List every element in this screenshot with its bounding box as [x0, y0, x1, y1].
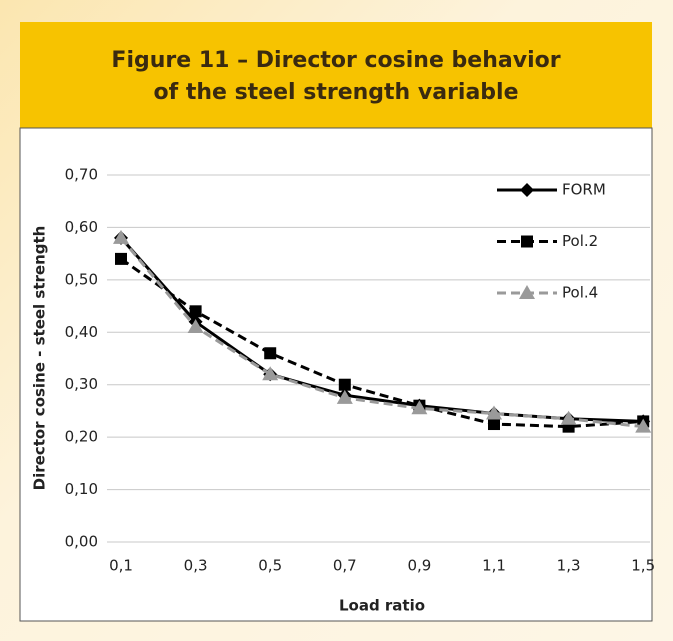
data-point: [336, 389, 353, 404]
legend-marker: [520, 183, 534, 197]
x-tick-label: 0,1: [109, 557, 133, 575]
y-tick-label: 0,30: [65, 375, 98, 393]
title-line: Figure 11 – Director cosine behavior: [111, 48, 560, 73]
x-tick-label: 0,5: [258, 557, 282, 575]
x-tick-label: 0,3: [184, 557, 208, 575]
data-point: [486, 405, 502, 420]
data-point: [115, 252, 127, 265]
title-line: of the steel strength variable: [153, 80, 518, 105]
legend-label: FORM: [562, 181, 606, 199]
y-tick-label: 0,70: [65, 166, 98, 184]
series-line: [119, 236, 644, 429]
legend-marker: [521, 235, 533, 248]
legend-marker: [519, 285, 535, 299]
data-point: [411, 400, 428, 415]
y-tick-label: 0,10: [65, 480, 98, 498]
x-tick-label: 1,1: [482, 557, 506, 575]
data-point: [264, 347, 277, 360]
y-tick-label: 0,40: [65, 323, 98, 341]
legend-label: Pol.2: [562, 232, 598, 250]
data-point: [187, 319, 204, 334]
x-axis-title: Load ratio: [339, 597, 425, 615]
data-point: [488, 418, 500, 431]
data-point: [560, 410, 577, 425]
data-point: [189, 305, 202, 318]
header: [20, 22, 652, 128]
data-point: [262, 366, 279, 381]
data-point: [635, 418, 652, 433]
x-tick-label: 1,5: [631, 557, 655, 575]
x-tick-label: 0,9: [407, 557, 431, 575]
y-tick-label: 0,50: [65, 270, 98, 288]
data-point: [338, 378, 351, 391]
y-tick-label: 0,60: [65, 218, 98, 236]
data-point: [113, 229, 129, 244]
y-tick-label: 0,00: [65, 533, 98, 551]
y-axis-title: Director cosine - steel strength: [31, 226, 49, 491]
x-tick-label: 1,3: [557, 557, 581, 575]
y-tick-label: 0,20: [65, 428, 98, 446]
chart-panel: [19, 127, 653, 622]
legend-label: Pol.4: [562, 284, 598, 302]
series-line: [120, 257, 644, 429]
x-tick-label: 0,7: [333, 557, 357, 575]
